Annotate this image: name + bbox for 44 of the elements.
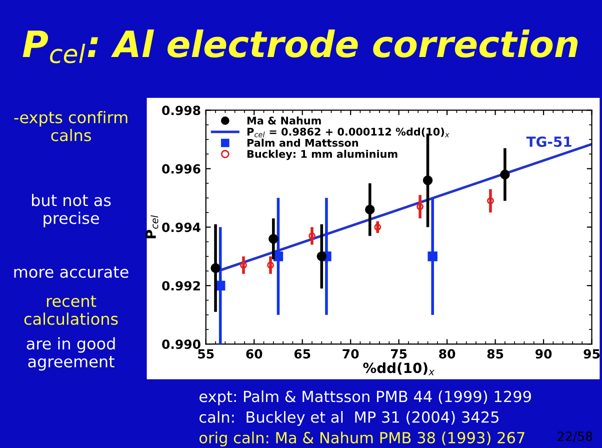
text: are in good agreement <box>26 337 115 371</box>
text: expt: Palm & Mattsson PMB 44 (1999) 1299 <box>200 390 531 406</box>
x-tick-label: 75 <box>390 349 407 359</box>
y-axis-title: P$_{cel}$ <box>146 215 158 238</box>
text: caln: Buckley et al MP 31 (2004) 3425 <box>200 411 498 426</box>
legend-label: Palm and Mattsson <box>247 138 358 147</box>
x-tick-label: 65 <box>294 349 310 359</box>
y-tick-label: 0.994 <box>162 222 200 232</box>
text: -expts confirm calns <box>14 111 128 142</box>
point <box>374 224 382 231</box>
point <box>316 252 327 262</box>
annotation: TG-51 <box>526 136 572 147</box>
text: 22/58 <box>558 432 592 442</box>
legend-label: P$_{cel}$ = 0.9862 + 0.000112 %dd(10)$_{x}$ <box>247 128 450 138</box>
chart-title: P$_{cel}$: Al electrode correction <box>22 30 578 64</box>
x-tick-label: 80 <box>439 349 456 359</box>
legend-label: Ma & Nahum <box>247 116 321 125</box>
point <box>422 176 433 186</box>
point <box>210 263 220 273</box>
point <box>365 204 375 214</box>
x-tick-label: 55 <box>198 349 214 359</box>
point <box>267 262 274 269</box>
x-tick-label: 60 <box>246 349 262 359</box>
point <box>500 170 510 180</box>
text: but not as precise <box>32 194 111 228</box>
x-tick-label: 95 <box>584 349 600 359</box>
x-tick-label: 70 <box>342 349 359 359</box>
x-axis-title: %dd(10)$_{x}$ <box>363 362 435 376</box>
y-tick-label: 0.992 <box>162 281 200 291</box>
text: orig caln: Ma & Nahum PMB 38 (1993) 267 <box>200 432 524 446</box>
x-tick-label: 85 <box>487 349 504 359</box>
y-tick-label: 0.990 <box>162 340 200 349</box>
text: more accurate <box>14 266 128 278</box>
y-tick-label: 0.996 <box>162 164 200 174</box>
point <box>428 252 438 262</box>
point <box>416 203 424 210</box>
y-tick-label: 0.998 <box>162 106 200 116</box>
text: recent calculations <box>24 296 118 325</box>
point <box>308 232 316 240</box>
point <box>268 234 278 244</box>
legend-label: Buckley: 1 mm aluminium <box>247 150 398 160</box>
point <box>240 262 247 269</box>
x-tick-label: 90 <box>535 349 552 359</box>
point <box>487 197 494 204</box>
